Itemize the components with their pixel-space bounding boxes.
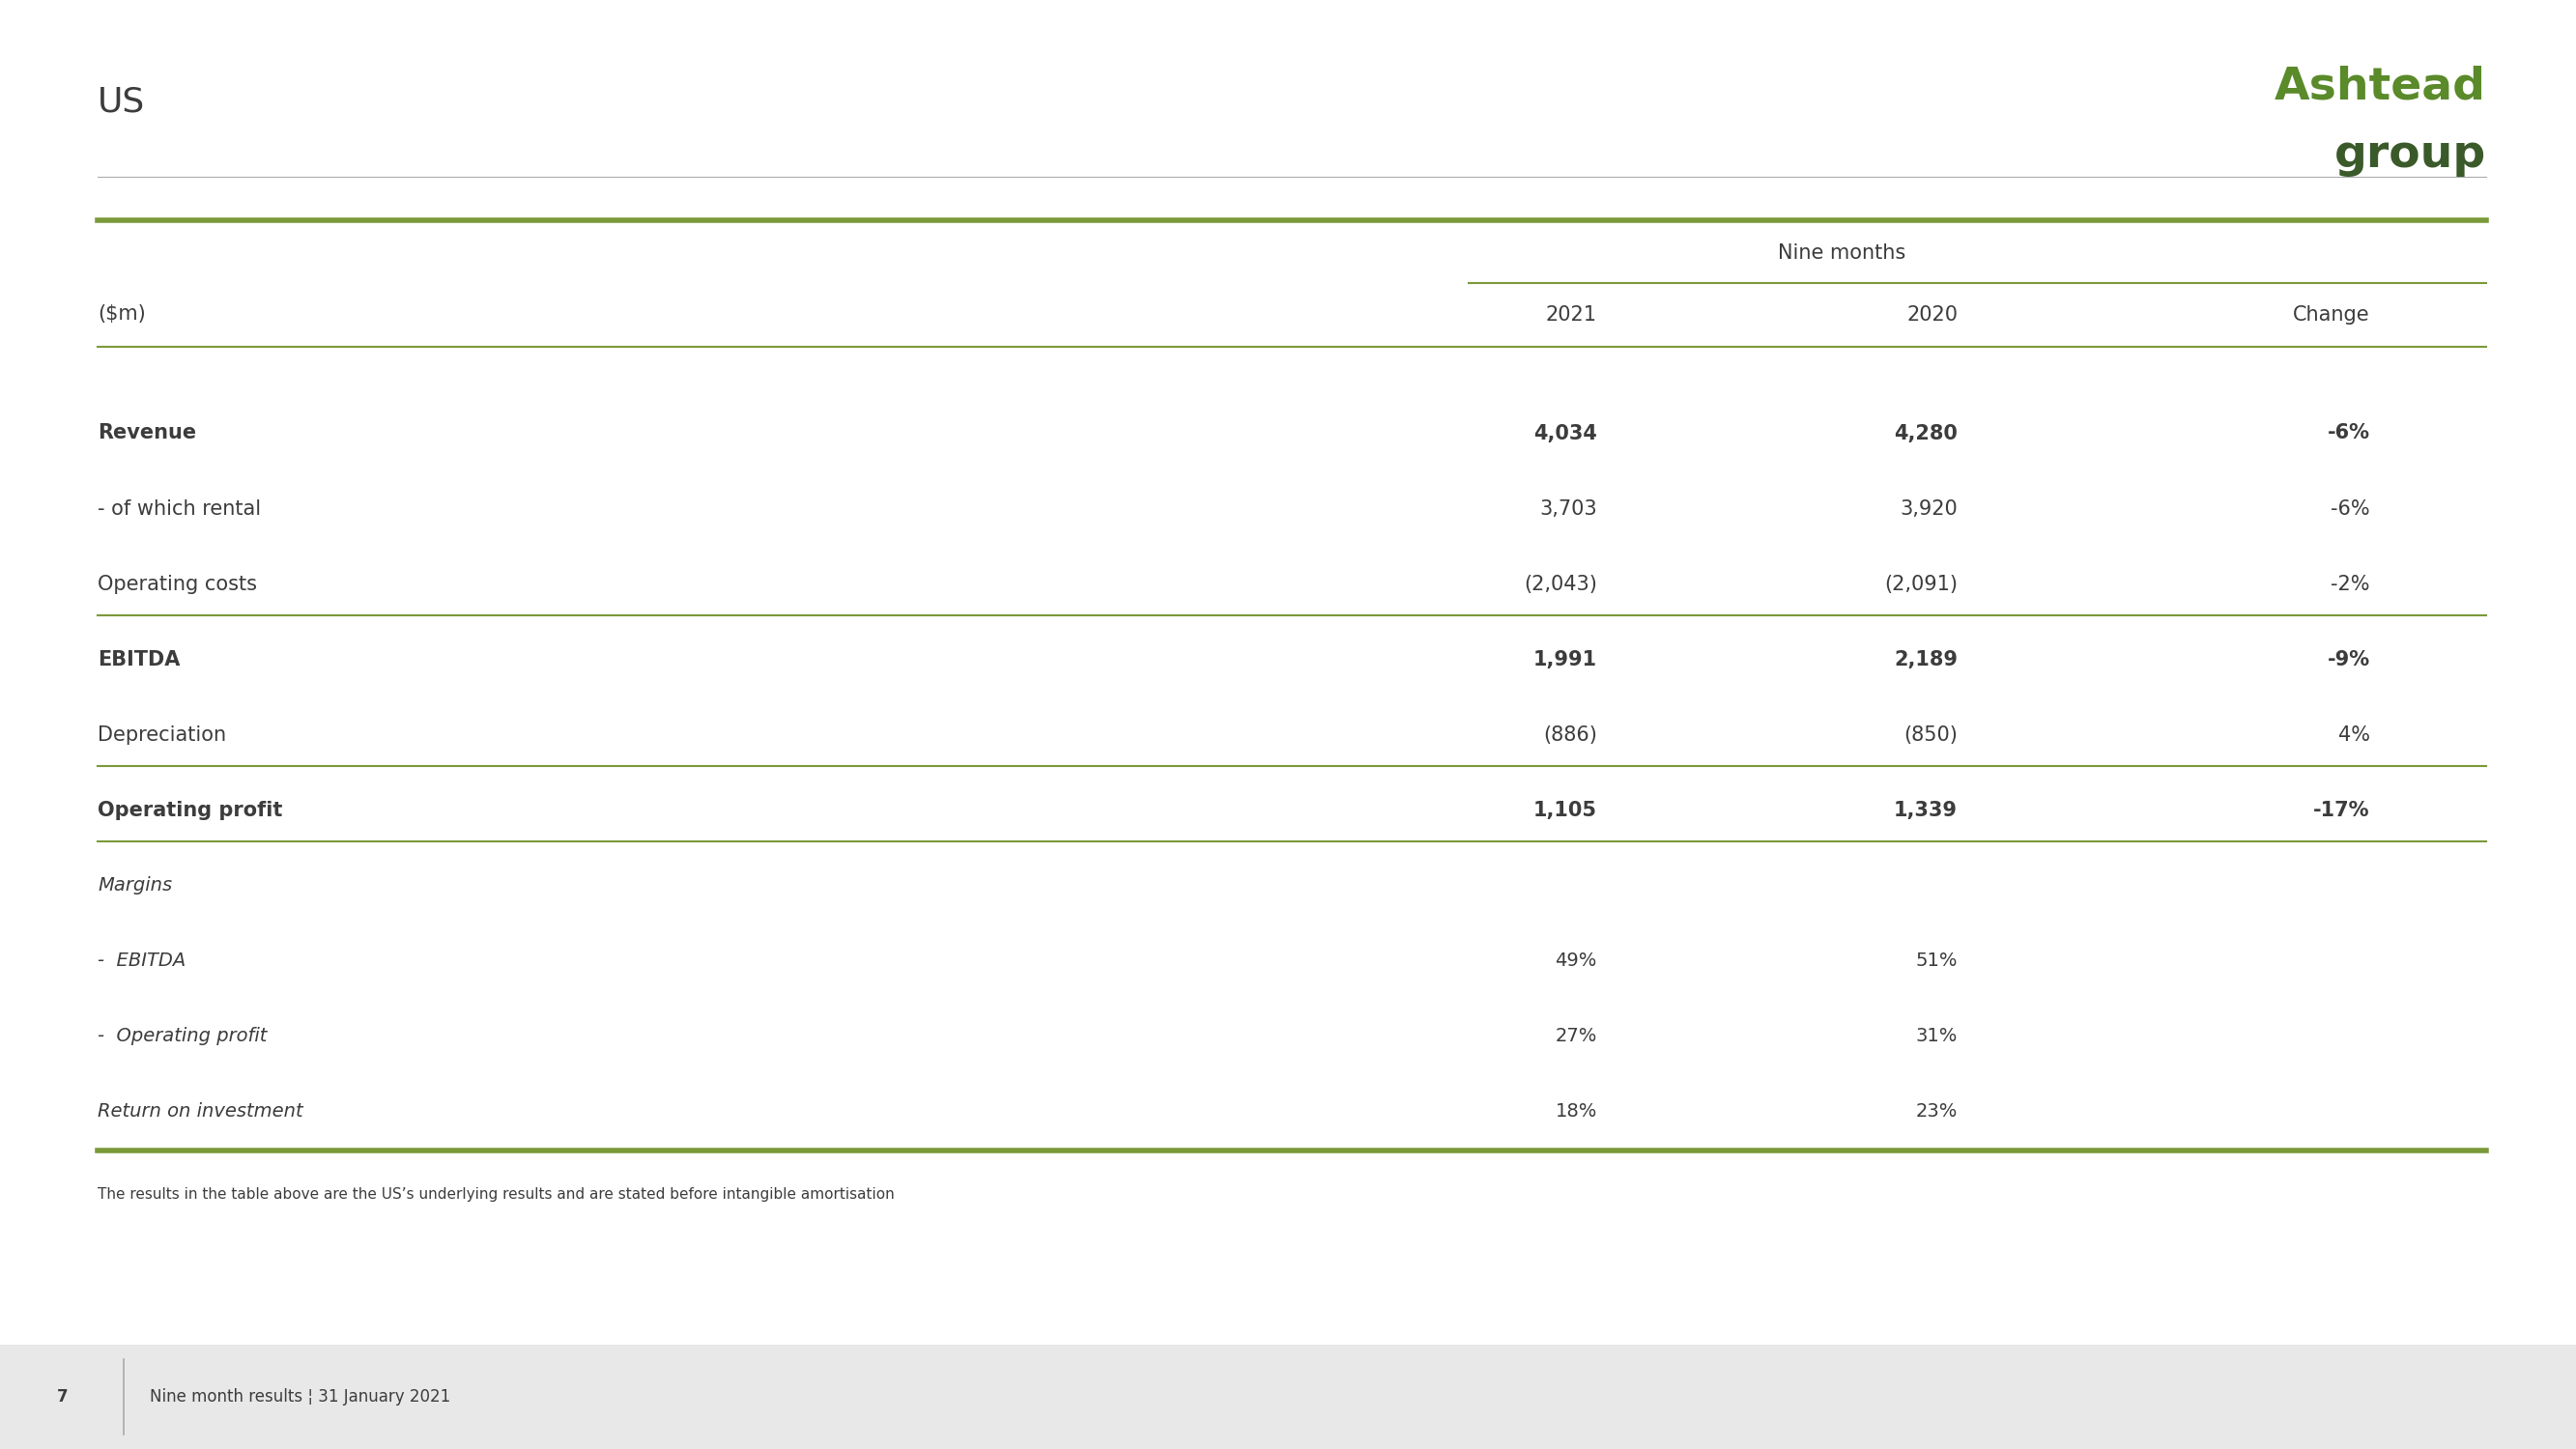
Text: 2020: 2020 — [1906, 304, 1958, 325]
Text: 27%: 27% — [1556, 1027, 1597, 1045]
Text: -6%: -6% — [2326, 423, 2370, 443]
Text: -2%: -2% — [2331, 574, 2370, 594]
Text: -17%: -17% — [2313, 800, 2370, 820]
Text: (2,091): (2,091) — [1883, 574, 1958, 594]
Text: 51%: 51% — [1917, 952, 1958, 969]
Text: The results in the table above are the US’s underlying results and are stated be: The results in the table above are the U… — [98, 1187, 894, 1201]
Text: - of which rental: - of which rental — [98, 498, 260, 519]
Text: group: group — [2334, 133, 2486, 177]
Text: -9%: -9% — [2326, 649, 2370, 669]
Text: 2021: 2021 — [1546, 304, 1597, 325]
Text: 3,920: 3,920 — [1901, 498, 1958, 519]
Text: (850): (850) — [1904, 724, 1958, 745]
Text: (886): (886) — [1543, 724, 1597, 745]
Text: Nine month results ¦ 31 January 2021: Nine month results ¦ 31 January 2021 — [149, 1388, 451, 1406]
Text: 31%: 31% — [1917, 1027, 1958, 1045]
Text: EBITDA: EBITDA — [98, 649, 180, 669]
Text: Ashtead: Ashtead — [2275, 65, 2486, 109]
Text: 4,280: 4,280 — [1893, 423, 1958, 443]
Text: Nine months: Nine months — [1777, 243, 1906, 264]
Text: Operating costs: Operating costs — [98, 574, 258, 594]
Text: US: US — [98, 85, 144, 117]
Text: Revenue: Revenue — [98, 423, 196, 443]
Text: (2,043): (2,043) — [1525, 574, 1597, 594]
Text: 49%: 49% — [1556, 952, 1597, 969]
Text: 23%: 23% — [1917, 1103, 1958, 1120]
Text: 7: 7 — [57, 1388, 67, 1406]
Text: 1,339: 1,339 — [1893, 800, 1958, 820]
Text: -  Operating profit: - Operating profit — [98, 1027, 268, 1045]
Text: Change: Change — [2293, 304, 2370, 325]
Text: Return on investment: Return on investment — [98, 1103, 304, 1120]
Text: Depreciation: Depreciation — [98, 724, 227, 745]
Text: Margins: Margins — [98, 877, 173, 894]
Text: 4,034: 4,034 — [1533, 423, 1597, 443]
Text: -  EBITDA: - EBITDA — [98, 952, 185, 969]
Text: 18%: 18% — [1556, 1103, 1597, 1120]
Text: 4%: 4% — [2339, 724, 2370, 745]
Text: Operating profit: Operating profit — [98, 800, 283, 820]
Text: 3,703: 3,703 — [1540, 498, 1597, 519]
Text: ($m): ($m) — [98, 304, 147, 325]
Bar — [0, 1345, 2576, 1449]
Text: 1,991: 1,991 — [1533, 649, 1597, 669]
Text: 1,105: 1,105 — [1533, 800, 1597, 820]
Text: -6%: -6% — [2331, 498, 2370, 519]
Text: 2,189: 2,189 — [1893, 649, 1958, 669]
